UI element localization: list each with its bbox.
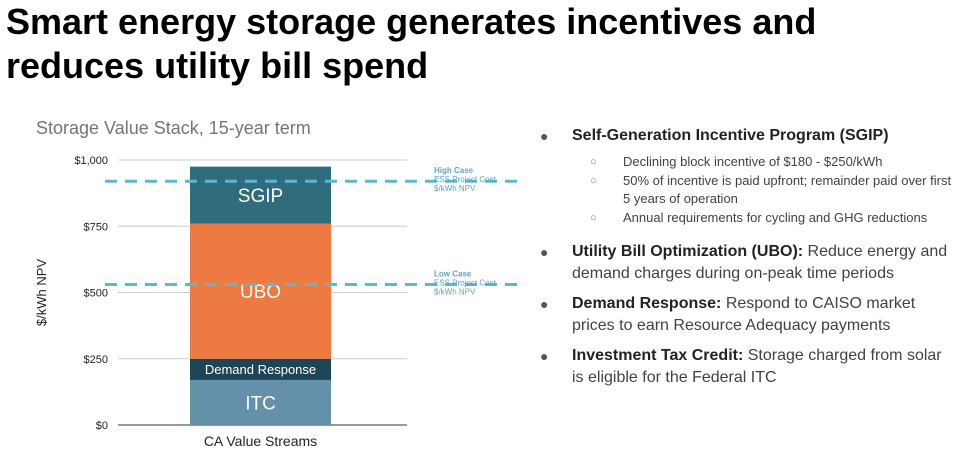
bullet-sgip-bold: Self-Generation Incentive Program (SGIP) xyxy=(572,127,889,144)
sgip-sub-item: ○ Declining block incentive of $180 - $2… xyxy=(530,153,955,171)
bullet-ubo-text: Reduce energy and demand charges during … xyxy=(572,243,948,282)
reference-line-label: $/kWh NPV xyxy=(434,184,476,193)
reference-line-label: ESS Project Cost xyxy=(434,175,497,184)
y-axis-label: $/kWh NPV xyxy=(34,259,49,327)
bar-label-sgip: SGIP xyxy=(238,186,283,207)
bullet-itc-text: Storage charged from solar is eligible f… xyxy=(572,347,942,386)
bullet-circle-icon: ○ xyxy=(590,175,597,187)
bar-label-itc: ITC xyxy=(245,393,276,414)
bar-segment-itc xyxy=(190,379,331,425)
bullet-ubo: ● Utility Bill Optimization (UBO): Reduc… xyxy=(530,241,955,285)
bullet-dot-icon: ● xyxy=(540,244,549,260)
bullet-itc: ● Investment Tax Credit: Storage charged… xyxy=(530,345,955,389)
reference-line-label: High Case xyxy=(434,166,474,175)
sgip-sub-item: ○ Annual requirements for cycling and GH… xyxy=(530,209,955,227)
bullet-circle-icon: ○ xyxy=(590,212,597,224)
y-tick-label: $500 xyxy=(84,288,108,300)
bar-segment-ubo xyxy=(190,223,331,359)
chart-title: Storage Value Stack, 15-year term xyxy=(36,118,311,138)
page-title: Smart energy storage generates incentive… xyxy=(6,1,817,86)
reference-line-label: $/kWh NPV xyxy=(434,288,476,297)
y-tick-label: $1,000 xyxy=(74,155,108,167)
y-tick-label: $0 xyxy=(96,420,108,432)
bullet-dr-text: Respond to CAISO market prices to earn R… xyxy=(572,295,916,334)
bullet-dot-icon: ● xyxy=(540,296,549,312)
bullet-sgip: ● Self-Generation Incentive Program (SGI… xyxy=(530,125,955,147)
bar-label-demand-response: Demand Response xyxy=(205,362,316,377)
bullet-dr-bold: Demand Response: xyxy=(572,295,722,312)
bullet-list: ● Self-Generation Incentive Program (SGI… xyxy=(530,125,955,397)
y-tick-label: $750 xyxy=(84,221,108,233)
reference-line-label: Low Case xyxy=(434,270,472,279)
storage-value-stack-chart: Storage Value Stack, 15-year term $0 $250 $… xyxy=(0,110,520,451)
bullet-dot-icon: ● xyxy=(540,348,549,364)
bullet-ubo-bold: Utility Bill Optimization (UBO): xyxy=(572,243,804,260)
sgip-sub-text: Annual requirements for cycling and GHG … xyxy=(623,210,928,225)
chart-svg: Storage Value Stack, 15-year term $0 $250 $… xyxy=(34,118,518,449)
bar-segment-demand-response xyxy=(190,358,331,380)
sgip-sub-list: ○ Declining block incentive of $180 - $2… xyxy=(530,153,955,227)
bullet-itc-bold: Investment Tax Credit: xyxy=(572,347,744,364)
sgip-sub-text: 50% of incentive is paid upfront; remain… xyxy=(623,173,952,206)
sgip-sub-item: ○ 50% of incentive is paid upfront; rema… xyxy=(530,172,955,208)
reference-line-label: ESS Project Cost xyxy=(434,279,497,288)
bullet-circle-icon: ○ xyxy=(590,156,597,168)
bullet-demand-response: ● Demand Response: Respond to CAISO mark… xyxy=(530,293,955,337)
y-tick-label: $250 xyxy=(84,354,108,366)
bullet-dot-icon: ● xyxy=(540,128,549,144)
sgip-sub-text: Declining block incentive of $180 - $250… xyxy=(623,154,883,169)
x-category-label: CA Value Streams xyxy=(204,433,317,449)
bar-label-ubo: UBO xyxy=(240,282,281,303)
bar-segment-sgip xyxy=(190,166,331,224)
